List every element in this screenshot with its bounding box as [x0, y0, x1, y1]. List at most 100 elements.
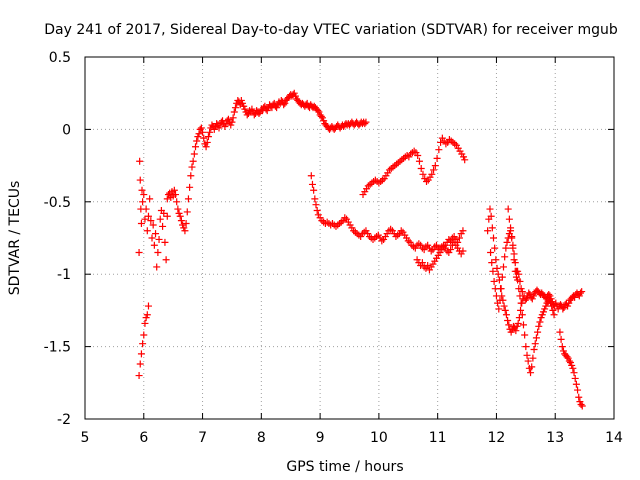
data-point	[524, 357, 532, 365]
data-point	[559, 305, 567, 313]
data-point	[522, 343, 530, 351]
data-point	[229, 114, 237, 122]
data-point	[144, 212, 152, 220]
data-point	[143, 311, 151, 319]
data-point	[162, 256, 170, 264]
data-point	[523, 351, 531, 359]
data-point	[461, 156, 469, 164]
data-point	[459, 247, 467, 255]
data-point	[505, 321, 513, 329]
data-point	[255, 109, 263, 117]
data-point	[495, 305, 503, 313]
data-point	[549, 306, 557, 314]
data-point	[136, 157, 144, 165]
data-point	[509, 244, 517, 252]
data-point	[362, 118, 370, 126]
data-point	[428, 170, 436, 178]
series-arc-h	[487, 227, 558, 377]
data-point	[486, 205, 494, 213]
data-point	[159, 222, 167, 230]
series-arc-b	[135, 302, 152, 380]
data-point	[501, 306, 509, 314]
x-tick-label: 9	[316, 430, 325, 446]
data-point	[154, 248, 162, 256]
data-point	[250, 111, 258, 119]
tick-label-layer: 5 6 7 8 9 10 11 12 13 14 -2 -1.5 -1 -0.5 0 0.5	[44, 50, 623, 446]
data-point	[141, 319, 149, 327]
x-tick-label: 7	[198, 430, 207, 446]
data-point	[517, 299, 525, 307]
data-point	[519, 321, 527, 329]
x-tick-label: 14	[605, 430, 623, 446]
data-point	[521, 331, 529, 339]
y-tick-label: -1	[57, 267, 71, 283]
data-point	[500, 302, 508, 310]
chart-title: Day 241 of 2017, Sidereal Day-to-day VTE…	[44, 22, 618, 38]
data-point	[163, 195, 171, 203]
data-point	[515, 270, 523, 278]
data-point	[417, 164, 425, 172]
data-point	[496, 296, 504, 304]
data-point	[136, 176, 144, 184]
data-point	[494, 270, 502, 278]
data-point	[556, 328, 564, 336]
data-point	[135, 248, 143, 256]
data-point	[565, 357, 573, 365]
data-point	[308, 180, 316, 188]
data-point	[507, 224, 515, 232]
series-arc-e	[413, 227, 467, 274]
data-point	[527, 369, 535, 377]
data-point	[493, 264, 501, 272]
data-point	[578, 402, 586, 410]
series-arc-a	[135, 157, 171, 271]
data-point	[529, 354, 537, 362]
data-point	[310, 186, 318, 194]
data-point	[518, 311, 526, 319]
data-point	[170, 186, 178, 194]
data-point	[199, 128, 207, 136]
data-points-layer	[135, 89, 586, 410]
data-point	[510, 256, 518, 264]
data-point	[155, 235, 163, 243]
y-tick-label: -1.5	[44, 340, 71, 356]
data-point	[197, 124, 205, 132]
data-point	[213, 120, 221, 128]
data-point	[578, 288, 586, 296]
data-point	[488, 224, 496, 232]
data-point	[188, 163, 196, 171]
data-point	[528, 363, 536, 371]
data-point	[186, 183, 194, 191]
data-point	[435, 146, 443, 154]
data-point	[203, 138, 211, 146]
data-point	[437, 138, 445, 146]
data-point	[156, 215, 164, 223]
series-arc-j	[556, 328, 586, 410]
data-point	[361, 120, 369, 128]
data-point	[190, 150, 198, 158]
data-point	[208, 121, 216, 129]
data-point	[490, 234, 498, 242]
data-point	[230, 108, 238, 116]
x-tick-label: 6	[139, 430, 148, 446]
data-point	[492, 256, 500, 264]
data-point	[195, 130, 203, 138]
data-point	[557, 335, 565, 343]
data-point	[187, 172, 195, 180]
data-point	[150, 241, 158, 249]
series-arc-d	[307, 172, 467, 258]
data-point	[142, 205, 150, 213]
data-point	[139, 340, 147, 348]
data-point	[575, 393, 583, 401]
data-point	[183, 208, 191, 216]
data-point	[173, 198, 181, 206]
data-point	[193, 137, 201, 145]
data-point	[317, 112, 325, 120]
data-point	[144, 302, 152, 310]
data-point	[137, 220, 145, 228]
data-point	[504, 317, 512, 325]
data-point	[135, 372, 143, 380]
data-point	[419, 170, 427, 178]
data-point	[514, 319, 522, 327]
data-point	[177, 217, 185, 225]
